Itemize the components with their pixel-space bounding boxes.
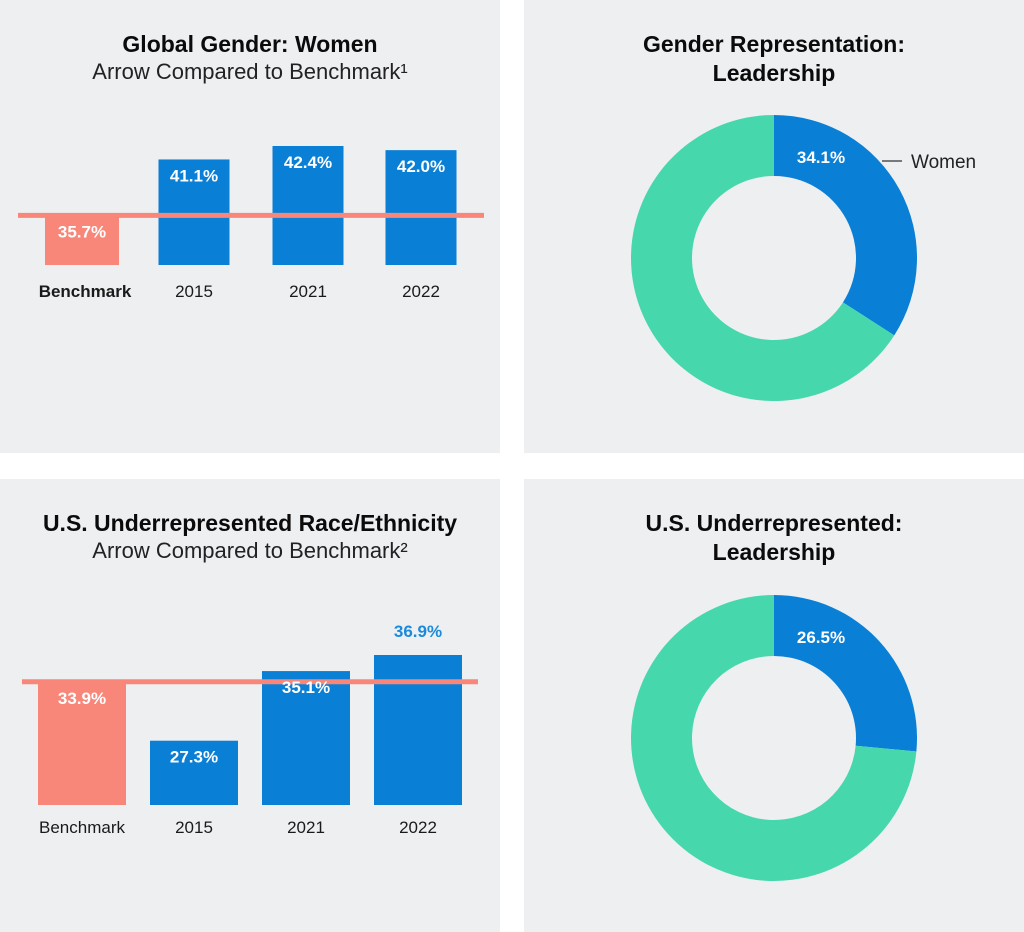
- global-gender-bar-2015: [158, 159, 230, 265]
- us-leadership-value-label: 26.5%: [797, 628, 845, 647]
- gender-leadership-title-line1: Gender Representation:: [643, 31, 905, 57]
- global-gender-value-label-2021: 42.4%: [284, 153, 332, 172]
- gender-leadership-donut-chart: 34.1% Women: [631, 115, 976, 401]
- gender-leadership-slice-primary: [774, 115, 917, 336]
- us-leadership-slice-remainder: [631, 595, 917, 881]
- us-underrepresented-tick-label-2015: 2015: [175, 818, 213, 837]
- us-underrepresented-value-label-benchmark: 33.9%: [58, 689, 106, 708]
- global-gender-subtitle: Arrow Compared to Benchmark¹: [92, 59, 408, 84]
- us-underrepresented-bar-2021: [262, 671, 350, 805]
- gender-leadership-legend-label: Women: [911, 152, 976, 173]
- us-underrepresented-bar-2022: [374, 655, 462, 805]
- us-underrepresented-value-label-2015: 27.3%: [170, 748, 218, 767]
- gender-leadership-panel: Gender Representation: Leadership 34.1% W…: [524, 0, 1024, 453]
- us-underrepresented-panel: U.S. Underrepresented Race/Ethnicity Arr…: [0, 479, 500, 932]
- global-gender-tick-label-2015: 2015: [175, 282, 213, 301]
- gender-leadership-title-line2: Leadership: [712, 60, 836, 86]
- us-underrepresented-title: U.S. Underrepresented Race/Ethnicity: [42, 510, 458, 536]
- global-gender-panel: Global Gender: Women Arrow Compared to B…: [0, 0, 500, 453]
- gender-leadership-slice-remainder: [631, 115, 895, 401]
- us-underrepresented-bar-2015: [150, 740, 238, 805]
- global-gender-bar-chart: 35.7% 41.1% 42.4% 42.0% Benchmark 2015 2021 202…: [18, 146, 484, 301]
- us-underrepresented-bar-chart: 33.9% 27.3% 35.1% 36.9% Benchmark 2015 2021 202…: [22, 622, 478, 837]
- global-gender-tick-label-2022: 2022: [402, 282, 440, 301]
- global-gender-value-label-2015: 41.1%: [170, 166, 218, 185]
- us-underrepresented-value-label-2021: 35.1%: [282, 678, 330, 697]
- us-underrepresented-tick-label-benchmark: Benchmark: [39, 818, 125, 837]
- global-gender-bar-2022: [385, 150, 457, 265]
- us-underrepresented-bar-benchmark: [38, 681, 126, 805]
- us-underrepresented-subtitle: Arrow Compared to Benchmark²: [92, 538, 408, 563]
- us-leadership-title-line1: U.S. Underrepresented:: [645, 510, 903, 536]
- us-leadership-title-line2: Leadership: [712, 539, 836, 565]
- us-underrepresented-tick-label-2022: 2022: [399, 818, 437, 837]
- us-leadership-slice-primary: [774, 595, 917, 752]
- us-leadership-panel: U.S. Underrepresented: Leadership 26.5%: [524, 479, 1024, 932]
- us-underrepresented-value-label-2022: 36.9%: [394, 622, 442, 641]
- us-leadership-donut-chart: 26.5%: [631, 595, 917, 881]
- global-gender-tick-label-benchmark: Benchmark: [39, 282, 132, 301]
- global-gender-bar-2021: [272, 146, 344, 265]
- global-gender-bar-benchmark: [45, 215, 119, 265]
- gender-leadership-value-label: 34.1%: [797, 148, 845, 167]
- global-gender-tick-label-2021: 2021: [289, 282, 327, 301]
- global-gender-value-label-benchmark: 35.7%: [58, 222, 106, 241]
- us-underrepresented-tick-label-2021: 2021: [287, 818, 325, 837]
- global-gender-value-label-2022: 42.0%: [397, 157, 445, 176]
- global-gender-title: Global Gender: Women: [122, 31, 378, 57]
